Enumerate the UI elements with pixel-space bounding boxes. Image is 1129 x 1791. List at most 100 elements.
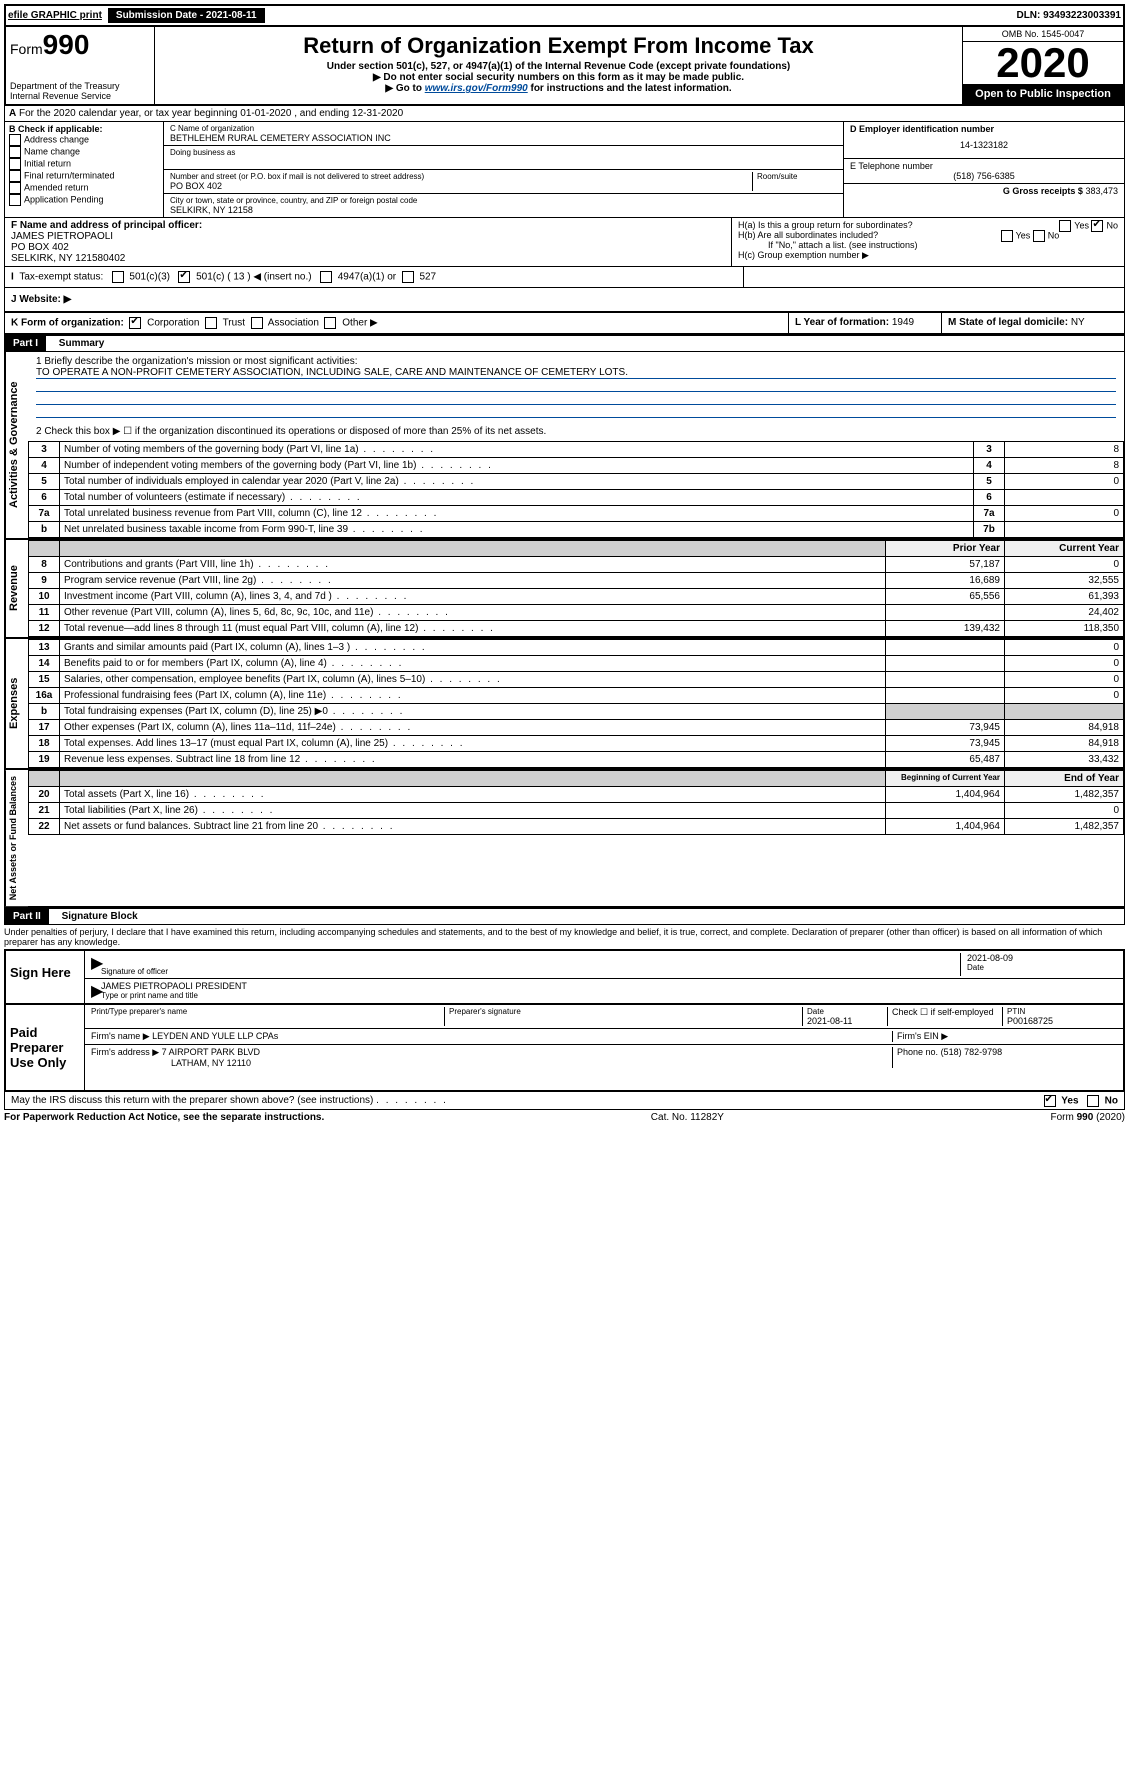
year-formation-label: L Year of formation: — [795, 317, 889, 328]
line-desc: Total unrelated business revenue from Pa… — [60, 506, 974, 522]
header-mid: Return of Organization Exempt From Incom… — [155, 27, 962, 104]
label-501c3: 501(c)(3) — [129, 272, 170, 283]
line-desc: Contributions and grants (Part VIII, lin… — [60, 557, 886, 573]
line-desc: Professional fundraising fees (Part IX, … — [60, 688, 886, 704]
ptin-value: P00168725 — [1007, 1016, 1117, 1026]
label-final-return: Final return/terminated — [24, 170, 115, 180]
firm-phone: (518) 782-9798 — [941, 1047, 1003, 1057]
h-b-label: H(b) Are all subordinates included? — [738, 230, 878, 240]
h-note: If "No," attach a list. (see instruction… — [738, 240, 1118, 250]
current-value: 0 — [1005, 656, 1124, 672]
checkbox-amended[interactable] — [9, 182, 21, 194]
col-end: End of Year — [1005, 771, 1124, 787]
label-no: No — [1105, 1096, 1118, 1107]
org-name-label: C Name of organization — [170, 124, 837, 133]
line-number: b — [29, 522, 60, 538]
line-number: 20 — [29, 787, 60, 803]
col-prior: Prior Year — [886, 541, 1005, 557]
label-address-change: Address change — [24, 134, 89, 144]
line-number: 6 — [29, 490, 60, 506]
line-number: 12 — [29, 621, 60, 637]
checkbox-initial-return[interactable] — [9, 158, 21, 170]
checkbox-address-change[interactable] — [9, 134, 21, 146]
box-b-title: B Check if applicable: — [9, 124, 103, 134]
label-trust: Trust — [223, 318, 245, 329]
checkbox-trust[interactable] — [205, 317, 217, 329]
line-number: 22 — [29, 819, 60, 835]
checkbox-hb-yes[interactable] — [1001, 230, 1013, 242]
efile-link[interactable]: efile GRAPHIC print — [8, 10, 102, 21]
year-formation-value: 1949 — [892, 317, 914, 328]
tax-year-line: A For the 2020 calendar year, or tax yea… — [5, 106, 1124, 122]
checkbox-other[interactable] — [324, 317, 336, 329]
prior-value: 65,487 — [886, 752, 1005, 768]
line-number: 3 — [29, 442, 60, 458]
line-desc: Net assets or fund balances. Subtract li… — [60, 819, 886, 835]
end-value: 0 — [1005, 803, 1124, 819]
checkbox-discuss-yes[interactable] — [1044, 1095, 1056, 1107]
form-org-label: K Form of organization: — [11, 318, 124, 329]
checkbox-discuss-no[interactable] — [1087, 1095, 1099, 1107]
prior-value: 139,432 — [886, 621, 1005, 637]
firm-phone-label: Phone no. — [897, 1047, 938, 1057]
part1-heading: Summary — [49, 338, 105, 349]
phone-value: (518) 756-6385 — [850, 171, 1118, 181]
website-label: J Website: ▶ — [11, 294, 71, 305]
org-city: SELKIRK, NY 12158 — [170, 205, 837, 215]
paid-preparer-block: Paid Preparer Use Only Print/Type prepar… — [4, 1005, 1125, 1092]
label-initial-return: Initial return — [24, 158, 71, 168]
line-desc: Revenue less expenses. Subtract line 18 … — [60, 752, 886, 768]
side-expenses: Expenses — [5, 639, 28, 768]
label-501c: 501(c) ( 13 ) ◀ (insert no.) — [196, 272, 312, 283]
box-h: H(a) Is this a group return for subordin… — [732, 218, 1124, 266]
label-name-change: Name change — [24, 146, 80, 156]
checkbox-4947[interactable] — [320, 271, 332, 283]
firm-ein-label: Firm's EIN ▶ — [893, 1031, 1117, 1042]
irs-link[interactable]: www.irs.gov/Form990 — [425, 83, 528, 94]
current-value: 32,555 — [1005, 573, 1124, 589]
header-right: OMB No. 1545-0047 2020 Open to Public In… — [962, 27, 1123, 104]
line-number: 8 — [29, 557, 60, 573]
current-value: 33,432 — [1005, 752, 1124, 768]
current-value: 0 — [1005, 640, 1124, 656]
checkbox-527[interactable] — [402, 271, 414, 283]
label-amended: Amended return — [24, 182, 89, 192]
line-number: 5 — [29, 474, 60, 490]
form-title: Return of Organization Exempt From Incom… — [159, 33, 958, 59]
prep-date: 2021-08-11 — [807, 1016, 887, 1026]
h-c-label: H(c) Group exemption number ▶ — [738, 250, 1118, 261]
prior-value: 16,689 — [886, 573, 1005, 589]
col-current: Current Year — [1005, 541, 1124, 557]
prior-value — [886, 688, 1005, 704]
checkbox-hb-no[interactable] — [1033, 230, 1045, 242]
checkbox-assoc[interactable] — [251, 317, 263, 329]
domicile-value: NY — [1071, 317, 1085, 328]
checkbox-corp[interactable] — [129, 317, 141, 329]
firm-name-label: Firm's name ▶ — [91, 1031, 150, 1041]
box-j: J Website: ▶ — [5, 288, 1124, 311]
checkbox-501c3[interactable] — [112, 271, 124, 283]
officer-label: F Name and address of principal officer: — [11, 220, 202, 231]
box-m: M State of legal domicile: NY — [942, 313, 1124, 333]
line-desc: Number of independent voting members of … — [60, 458, 974, 474]
prior-value: 73,945 — [886, 736, 1005, 752]
part1-title: Part I — [5, 336, 46, 351]
checkbox-ha-yes[interactable] — [1059, 220, 1071, 232]
line-value — [1005, 522, 1124, 538]
checkbox-ha-no[interactable] — [1091, 220, 1103, 232]
checkbox-final-return[interactable] — [9, 170, 21, 182]
current-value: 0 — [1005, 672, 1124, 688]
line-desc: Grants and similar amounts paid (Part IX… — [60, 640, 886, 656]
checkbox-name-change[interactable] — [9, 146, 21, 158]
officer-typed-name: JAMES PIETROPAOLI PRESIDENT — [101, 981, 1117, 991]
sig-date: 2021-08-09 — [967, 953, 1117, 963]
checkbox-501c[interactable] — [178, 271, 190, 283]
box-i: I Tax-exempt status: 501(c)(3) 501(c) ( … — [5, 267, 744, 287]
label-yes: Yes — [1061, 1096, 1078, 1107]
end-value: 1,482,357 — [1005, 787, 1124, 803]
form-prefix: Form — [10, 41, 43, 57]
side-governance: Activities & Governance — [5, 352, 28, 538]
section-a: A For the 2020 calendar year, or tax yea… — [4, 106, 1125, 334]
checkbox-pending[interactable] — [9, 194, 21, 206]
line1-label: 1 Briefly describe the organization's mi… — [36, 356, 1116, 367]
